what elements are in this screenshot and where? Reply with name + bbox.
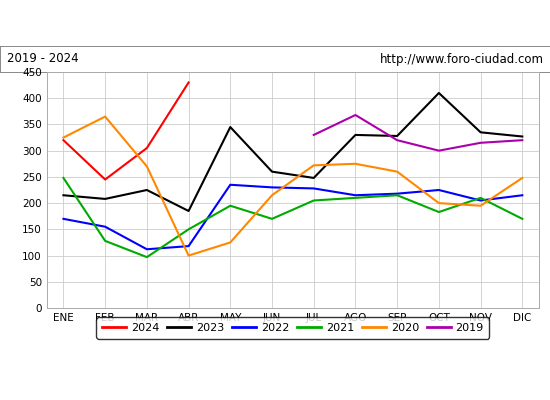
Legend: 2024, 2023, 2022, 2021, 2020, 2019: 2024, 2023, 2022, 2021, 2020, 2019: [96, 318, 490, 338]
Text: 2019 - 2024: 2019 - 2024: [7, 52, 78, 66]
Text: http://www.foro-ciudad.com: http://www.foro-ciudad.com: [379, 52, 543, 66]
Text: Evolucion Nº Turistas Extranjeros en el municipio de Castilleja de la Cuesta: Evolucion Nº Turistas Extranjeros en el …: [4, 16, 546, 30]
